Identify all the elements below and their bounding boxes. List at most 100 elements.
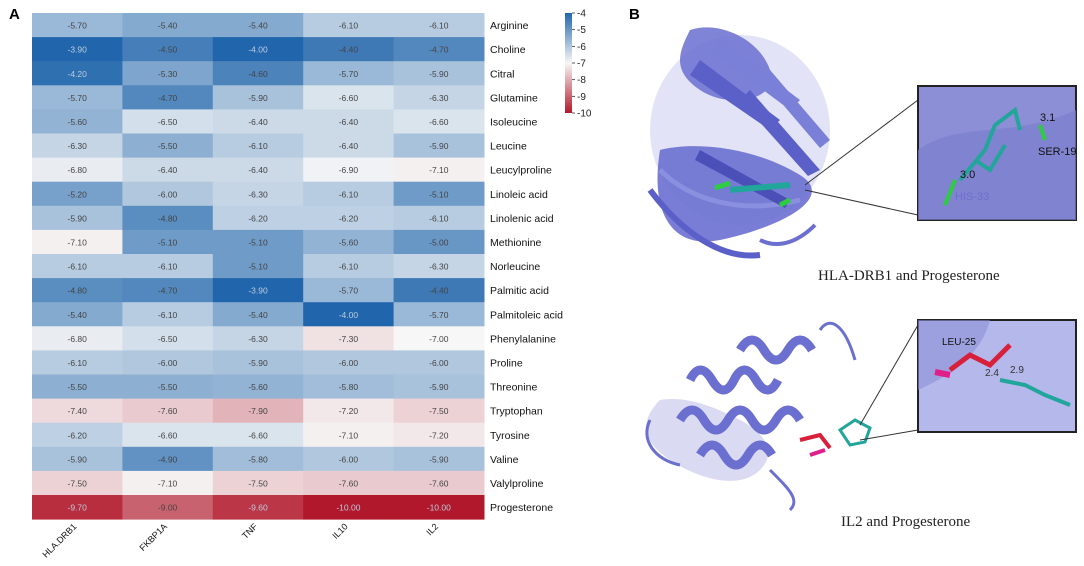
heatmap-cell [393,446,485,472]
heatmap-cell [212,326,304,351]
heatmap-cell [393,13,485,38]
heatmap-cell-label: -9.70 [68,503,88,513]
heatmap-cell-label: -5.60 [248,382,268,392]
heatmap-cell-label: -4.80 [68,286,88,296]
heatmap-cell [122,495,214,520]
heatmap-cell-label: -6.30 [68,141,88,151]
hla-drb1-inset: 3.1 SER-19 3.0 HIS-33 [917,85,1077,221]
heatmap-cell [212,133,304,159]
heatmap-cell-label: -7.10 [158,478,178,488]
heatmap-cell-label: -5.90 [429,454,449,464]
heatmap-cell-label: -5.10 [429,189,449,199]
heatmap-cell-label: -6.10 [248,141,268,151]
heatmap-cell-label: -5.90 [429,382,449,392]
heatmap-cell [32,422,123,448]
heatmap-cell-label: -5.90 [429,141,449,151]
heatmap-cell-label: -4.90 [158,454,178,464]
heatmap-cell [32,326,123,351]
heatmap-cell [122,133,214,159]
heatmap-cell-label: -6.50 [158,334,178,344]
heatmap-cell-label: -7.60 [429,478,449,488]
heatmap-cell [122,470,214,496]
heatmap-cell-label: -7.20 [339,406,359,416]
heatmap-cell-label: -5.70 [429,310,449,320]
row-label: Glutamine [490,92,538,104]
heatmap-cell [122,13,214,38]
heatmap-cell-label: -5.50 [68,382,88,392]
heatmap-cell [32,205,123,231]
heatmap-cell [212,205,304,231]
heatmap-cell-label: -6.10 [429,213,449,223]
heatmap-cell [303,61,395,86]
heatmap-cell-label: -4.00 [339,310,359,320]
heatmap-cell-label: -4.40 [429,286,449,296]
heatmap-cell [212,422,304,448]
heatmap-cell [122,109,214,134]
row-label: Linolenic acid [490,213,554,225]
heatmap-cell [303,229,395,255]
heatmap-cell [32,157,123,183]
heatmap-cell [212,470,304,496]
heatmap-cell [393,350,485,375]
row-label: Proline [490,357,523,369]
colorbar-tick-label: -5 [577,25,586,36]
heatmap-cell [32,278,123,303]
heatmap-cell [32,374,123,400]
heatmap-cell [393,181,485,207]
heatmap-cell-label: -6.40 [339,141,359,151]
panel-label-b: B [629,6,640,23]
heatmap-cell-label: -5.60 [339,237,359,247]
heatmap-cell-label: -7.90 [248,406,268,416]
heatmap-cell-label: -7.00 [429,334,449,344]
heatmap-cell-label: -7.10 [429,165,449,175]
colorbar-tick-label: -9 [577,92,586,103]
heatmap-cell-label: -6.10 [339,189,359,199]
heatmap-cell [32,446,123,472]
heatmap-cell [122,181,214,207]
caption-hla-drb1: HLA-DRB1 and Progesterone [818,268,1000,284]
heatmap-cell-label: -6.60 [158,430,178,440]
hla-label-his33: HIS-33 [955,191,989,203]
heatmap-cell-label: -6.10 [68,358,88,368]
row-label: Norleucine [490,261,540,273]
heatmap-cell-label: -6.40 [339,117,359,127]
heatmap-cell [32,181,123,207]
heatmap-cell [122,446,214,472]
heatmap-cell [212,181,304,207]
hla-label-ser19: SER-19 [1038,146,1077,158]
heatmap-cell [212,398,304,424]
heatmap-cell-label: -6.00 [339,454,359,464]
heatmap-cell [32,133,123,159]
heatmap-cell [32,254,123,279]
heatmap-cell-label: -5.60 [68,117,88,127]
heatmap-cell [32,13,123,38]
heatmap-cell-label: -6.30 [429,93,449,103]
heatmap-cell [303,350,395,375]
heatmap-cell-label: -5.20 [68,189,88,199]
heatmap-cell-label: -6.20 [339,213,359,223]
heatmap-cell-label: -6.10 [68,262,88,272]
heatmap-cell [32,109,123,134]
heatmap-cell [122,205,214,231]
heatmap-cell-label: -4.80 [158,213,178,223]
heatmap-cell-label: -5.10 [248,237,268,247]
heatmap-cell-label: -5.80 [339,382,359,392]
row-label: Arginine [490,20,529,32]
heatmap-cell-label: -5.70 [68,21,88,31]
heatmap-cell-label: -6.10 [339,262,359,272]
heatmap-cell-label: -6.00 [339,358,359,368]
heatmap-cell [393,133,485,159]
row-label: Palmitic acid [490,285,549,297]
row-label: Leucylproline [490,165,552,177]
heatmap-cell-label: -6.10 [158,262,178,272]
heatmap-cell-label: -6.60 [248,430,268,440]
heatmap-cell-label: -7.40 [68,406,88,416]
heatmap-cell-label: -7.50 [429,406,449,416]
heatmap-cell [212,85,304,110]
il2-label-dist1: 2.4 [985,368,999,379]
heatmap-cell [122,229,214,255]
heatmap-cell [303,13,395,38]
heatmap-cell-label: -6.30 [429,262,449,272]
heatmap-cell-label: -6.80 [68,165,88,175]
heatmap-cell-label: -5.70 [339,69,359,79]
